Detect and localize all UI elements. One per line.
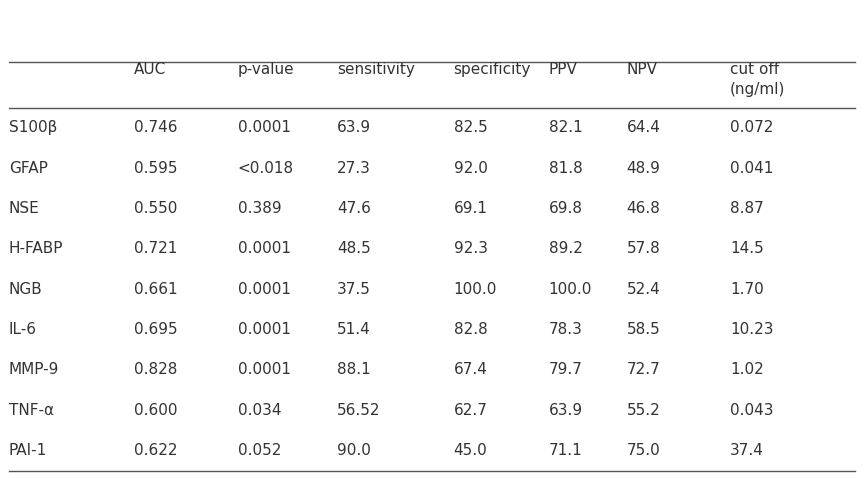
Text: H-FABP: H-FABP bbox=[9, 241, 63, 256]
Text: 46.8: 46.8 bbox=[626, 201, 660, 216]
Text: 0.622: 0.622 bbox=[134, 443, 177, 458]
Text: 1.70: 1.70 bbox=[730, 282, 764, 297]
Text: 79.7: 79.7 bbox=[549, 362, 582, 378]
Text: 55.2: 55.2 bbox=[626, 403, 660, 418]
Text: 82.8: 82.8 bbox=[454, 322, 487, 337]
Text: 0.695: 0.695 bbox=[134, 322, 177, 337]
Text: 0.661: 0.661 bbox=[134, 282, 177, 297]
Text: NSE: NSE bbox=[9, 201, 40, 216]
Text: PAI-1: PAI-1 bbox=[9, 443, 47, 458]
Text: 0.595: 0.595 bbox=[134, 161, 177, 175]
Text: 0.034: 0.034 bbox=[238, 403, 281, 418]
Text: 0.0001: 0.0001 bbox=[238, 362, 290, 378]
Text: 51.4: 51.4 bbox=[337, 322, 371, 337]
Text: 47.6: 47.6 bbox=[337, 201, 371, 216]
Text: 0.550: 0.550 bbox=[134, 201, 177, 216]
Text: 27.3: 27.3 bbox=[337, 161, 371, 175]
Text: p-value: p-value bbox=[238, 62, 295, 77]
Text: NPV: NPV bbox=[626, 62, 658, 77]
Text: PPV: PPV bbox=[549, 62, 577, 77]
Text: 63.9: 63.9 bbox=[337, 120, 371, 135]
Text: 0.0001: 0.0001 bbox=[238, 241, 290, 256]
Text: 37.5: 37.5 bbox=[337, 282, 371, 297]
Text: 0.828: 0.828 bbox=[134, 362, 177, 378]
Text: 0.0001: 0.0001 bbox=[238, 282, 290, 297]
Text: 64.4: 64.4 bbox=[626, 120, 660, 135]
Text: specificity: specificity bbox=[454, 62, 531, 77]
Text: 0.052: 0.052 bbox=[238, 443, 281, 458]
Text: cut off
(ng/ml): cut off (ng/ml) bbox=[730, 62, 785, 97]
Text: 0.0001: 0.0001 bbox=[238, 120, 290, 135]
Text: 88.1: 88.1 bbox=[337, 362, 371, 378]
Text: 69.1: 69.1 bbox=[454, 201, 487, 216]
Text: 69.8: 69.8 bbox=[549, 201, 582, 216]
Text: 56.52: 56.52 bbox=[337, 403, 380, 418]
Text: 90.0: 90.0 bbox=[337, 443, 371, 458]
Text: 89.2: 89.2 bbox=[549, 241, 582, 256]
Text: 71.1: 71.1 bbox=[549, 443, 582, 458]
Text: 63.9: 63.9 bbox=[549, 403, 582, 418]
Text: 78.3: 78.3 bbox=[549, 322, 582, 337]
Text: 75.0: 75.0 bbox=[626, 443, 660, 458]
Text: 0.0001: 0.0001 bbox=[238, 322, 290, 337]
Text: 0.389: 0.389 bbox=[238, 201, 281, 216]
Text: 37.4: 37.4 bbox=[730, 443, 764, 458]
Text: 0.041: 0.041 bbox=[730, 161, 773, 175]
Text: 58.5: 58.5 bbox=[626, 322, 660, 337]
Text: 8.87: 8.87 bbox=[730, 201, 764, 216]
Text: IL-6: IL-6 bbox=[9, 322, 36, 337]
Text: S100β: S100β bbox=[9, 120, 57, 135]
Text: 48.9: 48.9 bbox=[626, 161, 660, 175]
Text: 14.5: 14.5 bbox=[730, 241, 764, 256]
Text: GFAP: GFAP bbox=[9, 161, 48, 175]
Text: sensitivity: sensitivity bbox=[337, 62, 415, 77]
Text: 81.8: 81.8 bbox=[549, 161, 582, 175]
Text: 67.4: 67.4 bbox=[454, 362, 487, 378]
Text: 0.721: 0.721 bbox=[134, 241, 177, 256]
Text: 45.0: 45.0 bbox=[454, 443, 487, 458]
Text: AUC: AUC bbox=[134, 62, 166, 77]
Text: 62.7: 62.7 bbox=[454, 403, 487, 418]
Text: 10.23: 10.23 bbox=[730, 322, 773, 337]
Text: MMP-9: MMP-9 bbox=[9, 362, 59, 378]
Text: 48.5: 48.5 bbox=[337, 241, 371, 256]
Text: 100.0: 100.0 bbox=[454, 282, 497, 297]
Text: 82.5: 82.5 bbox=[454, 120, 487, 135]
Text: TNF-α: TNF-α bbox=[9, 403, 54, 418]
Text: 92.3: 92.3 bbox=[454, 241, 487, 256]
Text: 0.043: 0.043 bbox=[730, 403, 773, 418]
Text: 100.0: 100.0 bbox=[549, 282, 592, 297]
Text: <0.018: <0.018 bbox=[238, 161, 294, 175]
Text: 1.02: 1.02 bbox=[730, 362, 764, 378]
Text: 0.746: 0.746 bbox=[134, 120, 177, 135]
Text: 0.072: 0.072 bbox=[730, 120, 773, 135]
Text: 52.4: 52.4 bbox=[626, 282, 660, 297]
Text: 72.7: 72.7 bbox=[626, 362, 660, 378]
Text: 82.1: 82.1 bbox=[549, 120, 582, 135]
Text: 0.600: 0.600 bbox=[134, 403, 177, 418]
Text: 92.0: 92.0 bbox=[454, 161, 487, 175]
Text: NGB: NGB bbox=[9, 282, 42, 297]
Text: 57.8: 57.8 bbox=[626, 241, 660, 256]
